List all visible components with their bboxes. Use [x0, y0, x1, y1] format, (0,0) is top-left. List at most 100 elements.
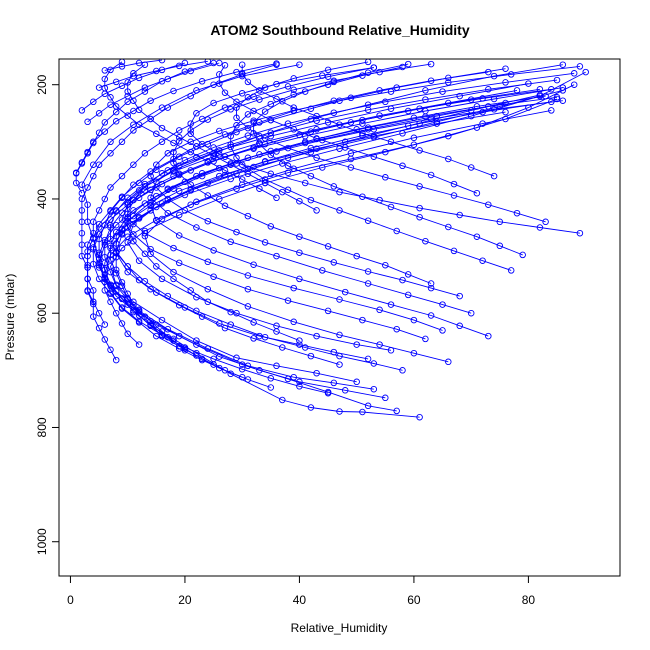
data-point — [284, 120, 292, 127]
data-point — [170, 139, 177, 147]
data-point — [72, 179, 80, 187]
data-point — [130, 237, 137, 245]
data-point — [78, 195, 86, 203]
data-point — [244, 165, 252, 172]
series-line-34 — [75, 63, 277, 194]
data-point — [238, 373, 246, 381]
data-point — [284, 169, 292, 176]
series-line-17 — [110, 96, 558, 351]
data-point — [273, 95, 280, 103]
data-point — [479, 108, 486, 116]
data-point — [124, 194, 131, 202]
data-point — [210, 273, 217, 280]
series-line-18 — [115, 100, 563, 337]
data-point — [227, 308, 234, 316]
data-point — [244, 170, 252, 178]
data-point — [112, 208, 120, 215]
data-point — [261, 84, 269, 91]
x-tick-label: 40 — [293, 593, 307, 607]
data-point — [553, 76, 561, 84]
data-point — [313, 154, 320, 162]
data-point — [198, 172, 206, 180]
data-point — [330, 183, 338, 190]
chart-title: ATOM2 Southbound Relative_Humidity — [210, 22, 469, 38]
data-point — [227, 132, 234, 140]
data-point — [181, 156, 189, 164]
data-point — [164, 75, 172, 83]
data-point — [399, 63, 406, 71]
data-point — [84, 148, 91, 156]
data-point — [221, 153, 229, 160]
data-point — [387, 203, 395, 211]
series-line-32 — [104, 61, 277, 199]
data-point — [210, 152, 217, 159]
data-point — [319, 267, 326, 274]
data-point — [124, 224, 131, 231]
data-point — [279, 344, 286, 351]
data-point — [284, 83, 292, 90]
data-point — [158, 316, 166, 324]
data-point — [324, 243, 332, 250]
data-point — [456, 322, 463, 330]
data-point — [158, 215, 166, 223]
data-point — [147, 199, 154, 206]
data-point — [158, 124, 166, 132]
data-point — [393, 227, 400, 235]
data-point — [490, 172, 498, 180]
data-point — [582, 68, 589, 76]
data-point — [336, 97, 343, 104]
data-point — [416, 105, 423, 112]
data-point — [284, 297, 292, 304]
data-point — [158, 332, 166, 340]
data-point — [370, 360, 378, 367]
data-point — [387, 138, 395, 146]
series-line-16 — [104, 88, 552, 365]
data-point — [542, 218, 549, 226]
x-tick-label: 0 — [67, 593, 74, 607]
data-point — [153, 67, 160, 75]
data-point — [507, 267, 515, 274]
data-point — [216, 364, 223, 372]
data-point — [296, 197, 303, 205]
plot-frame — [58, 58, 621, 577]
data-point — [410, 114, 418, 122]
data-point — [130, 161, 137, 168]
data-point — [90, 218, 97, 226]
data-point — [273, 328, 280, 335]
data-point — [175, 187, 183, 195]
data-point — [84, 241, 91, 248]
data-point — [78, 207, 86, 214]
data-point — [307, 352, 315, 360]
data-point — [376, 341, 383, 348]
data-point — [90, 313, 97, 320]
data-point — [118, 320, 126, 327]
series-line-25 — [236, 61, 546, 223]
data-point — [284, 162, 292, 170]
data-point — [307, 196, 315, 204]
data-point — [267, 384, 275, 391]
data-point — [84, 201, 91, 208]
data-point — [404, 60, 412, 68]
series-line-24 — [190, 67, 580, 234]
data-point — [198, 140, 206, 148]
data-point — [496, 242, 504, 250]
data-point — [233, 122, 240, 129]
data-point — [382, 148, 389, 156]
series-line-5 — [115, 89, 563, 360]
data-point — [90, 138, 97, 146]
data-point — [124, 88, 131, 95]
data-point — [307, 144, 315, 152]
data-point — [181, 207, 189, 214]
data-point — [158, 59, 166, 64]
data-point — [135, 257, 143, 264]
data-point — [450, 247, 458, 255]
data-point — [307, 172, 315, 180]
data-point — [519, 251, 526, 259]
data-point — [101, 287, 109, 294]
data-point — [250, 144, 257, 151]
data-point — [107, 184, 114, 191]
data-point — [175, 343, 183, 350]
data-point — [84, 264, 91, 271]
data-point — [158, 200, 166, 207]
data-point — [147, 285, 154, 293]
